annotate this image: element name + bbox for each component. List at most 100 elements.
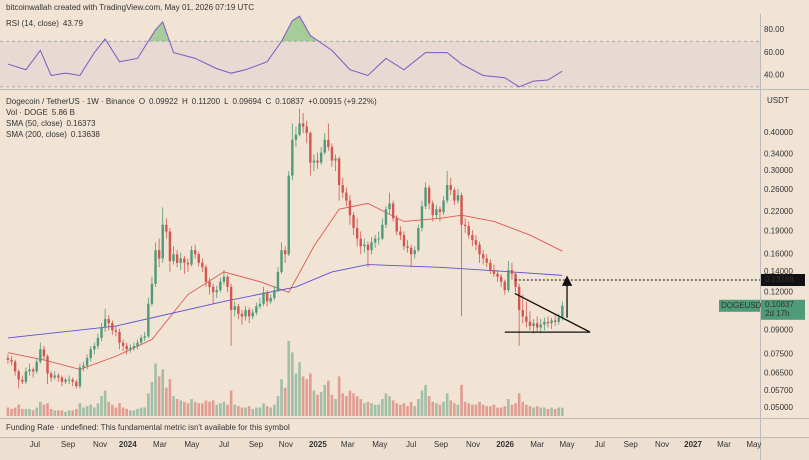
volume-bar (294, 373, 298, 416)
volume-bar (53, 410, 57, 416)
symbol-badge (719, 299, 760, 312)
candle-body (89, 349, 92, 359)
candle-body (492, 270, 496, 274)
volume-bar (496, 407, 499, 416)
volume-bar (71, 410, 75, 416)
volume-bar (388, 396, 391, 416)
volume-bar (67, 410, 71, 416)
candle-body (445, 185, 449, 201)
candle-body (150, 283, 154, 304)
candle-body (82, 365, 85, 368)
watermark: bitcoinwallah created with TradingView.c… (6, 3, 254, 12)
candle-body (197, 254, 200, 263)
y-tick-label: 0.05000 (764, 403, 793, 412)
volume-legend: Vol · DOGE (6, 108, 48, 117)
volume-bar (417, 399, 420, 416)
volume-bar (499, 407, 503, 416)
candle-body (118, 331, 121, 343)
volume-bar (226, 404, 229, 416)
volume-bar (201, 403, 204, 416)
volume-bar (341, 393, 345, 416)
candle-body (528, 321, 532, 327)
sma-legend: SMA (200, close) (6, 130, 67, 139)
volume-bar (31, 410, 35, 416)
volume-bar (211, 400, 215, 416)
volume-bar (561, 407, 564, 416)
candle-body (64, 379, 67, 382)
sma-value: 0.13638 (71, 130, 100, 139)
volume-bar (359, 399, 363, 416)
candle-body (35, 361, 38, 372)
volume-bar (10, 408, 13, 416)
sma-line (7, 202, 563, 370)
candle-body (395, 218, 398, 232)
volume-bar (453, 403, 456, 416)
candle-body (114, 330, 118, 332)
volume-bar (111, 404, 114, 416)
volume-bar (485, 406, 489, 416)
candle-body (255, 306, 258, 313)
candle-body (17, 371, 20, 380)
volume-bar (381, 399, 384, 416)
volume-bar (463, 401, 467, 416)
volume-bar (114, 407, 118, 416)
candle-body (265, 292, 269, 302)
candle-body (111, 323, 114, 331)
volume-bar (89, 404, 93, 416)
candle-body (388, 203, 391, 210)
currency-label: USDT (767, 96, 789, 105)
candle-body (244, 309, 247, 317)
volume-bar (42, 404, 46, 416)
volume-bar (366, 401, 370, 416)
candle-body (71, 379, 74, 382)
volume-bar (82, 407, 85, 416)
volume-bar (24, 408, 28, 416)
candle-body (283, 250, 287, 255)
candle-body (222, 276, 226, 282)
candle-body (424, 187, 427, 207)
volume-bar (334, 399, 337, 416)
candle-body (183, 258, 186, 263)
candle-body (168, 231, 172, 262)
volume-bar (546, 408, 550, 416)
candle-body (42, 349, 46, 357)
volume-bar (262, 403, 265, 416)
volume-bar (247, 406, 251, 416)
x-tick-label: Nov (279, 440, 293, 449)
volume-bar (100, 396, 103, 416)
volume-bar (301, 376, 305, 416)
volume-bar (283, 387, 287, 416)
candle-body (226, 276, 229, 287)
candle-body (301, 123, 305, 127)
candle-body (413, 250, 416, 255)
time-axis-bg (0, 437, 809, 460)
volume-bar (255, 407, 258, 416)
symbol-title: Dogecoin / TetherUS · 1W · Binance (6, 97, 135, 106)
volume-bar (190, 399, 193, 416)
candle-body (136, 342, 139, 346)
volume-bar (442, 401, 445, 416)
candle-body (309, 133, 312, 163)
candle-body (237, 306, 240, 314)
volume-bar (503, 406, 507, 416)
candle-body (186, 262, 190, 265)
volume-bar (35, 407, 39, 416)
candle-body (172, 254, 175, 262)
volume-bar (265, 406, 269, 416)
candle-body (204, 267, 208, 282)
symbol-badge-label: DOGEUSDT (721, 301, 766, 310)
y-tick-label: 40.00 (764, 71, 785, 80)
y-tick-label: 0.40000 (764, 128, 793, 137)
candle-body (435, 209, 438, 216)
volume-bar (136, 408, 139, 416)
volume-value: 5.86 B (52, 108, 75, 117)
volume-bar (280, 379, 283, 416)
volume-bar (208, 401, 211, 416)
x-tick-label: 2025 (309, 440, 327, 449)
candle-body (287, 175, 290, 255)
volume-bar (525, 404, 528, 416)
candle-body (208, 281, 211, 287)
volume-bar (258, 407, 262, 416)
candle-body (276, 271, 280, 291)
